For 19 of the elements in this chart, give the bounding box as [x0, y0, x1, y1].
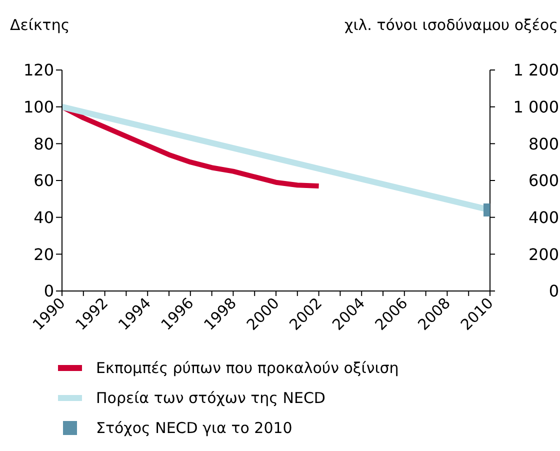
y2-tick-label: 200	[528, 244, 559, 264]
y-axis-title: Δείκτης	[10, 16, 70, 34]
y2-axis-title: χιλ. τόνοι ισοδύναμου οξέος	[344, 16, 558, 34]
y2-tick-label: 600	[528, 171, 559, 190]
y-tick-label: 20	[34, 244, 54, 264]
y-tick-label: 80	[34, 134, 54, 154]
legend-label: Πορεία των στόχων της NECD	[96, 389, 326, 407]
legend-label: Στόχος NECD για το 2010	[96, 419, 292, 437]
y-tick-label: 0	[44, 282, 54, 301]
y-tick-label: 40	[34, 208, 54, 228]
y-tick-label: 60	[34, 171, 54, 190]
y-tick-label: 120	[23, 60, 54, 80]
y2-tick-label: 800	[528, 134, 559, 154]
y2-tick-label: 1 000	[513, 98, 559, 117]
y2-tick-label: 1 200	[513, 60, 559, 80]
y2-tick-label: 0	[548, 282, 559, 301]
y2-tick-label: 400	[528, 208, 559, 228]
legend-label: Εκπομπές ρύπων που προκαλούν οξίνιση	[96, 359, 399, 377]
y-tick-label: 100	[23, 98, 54, 117]
